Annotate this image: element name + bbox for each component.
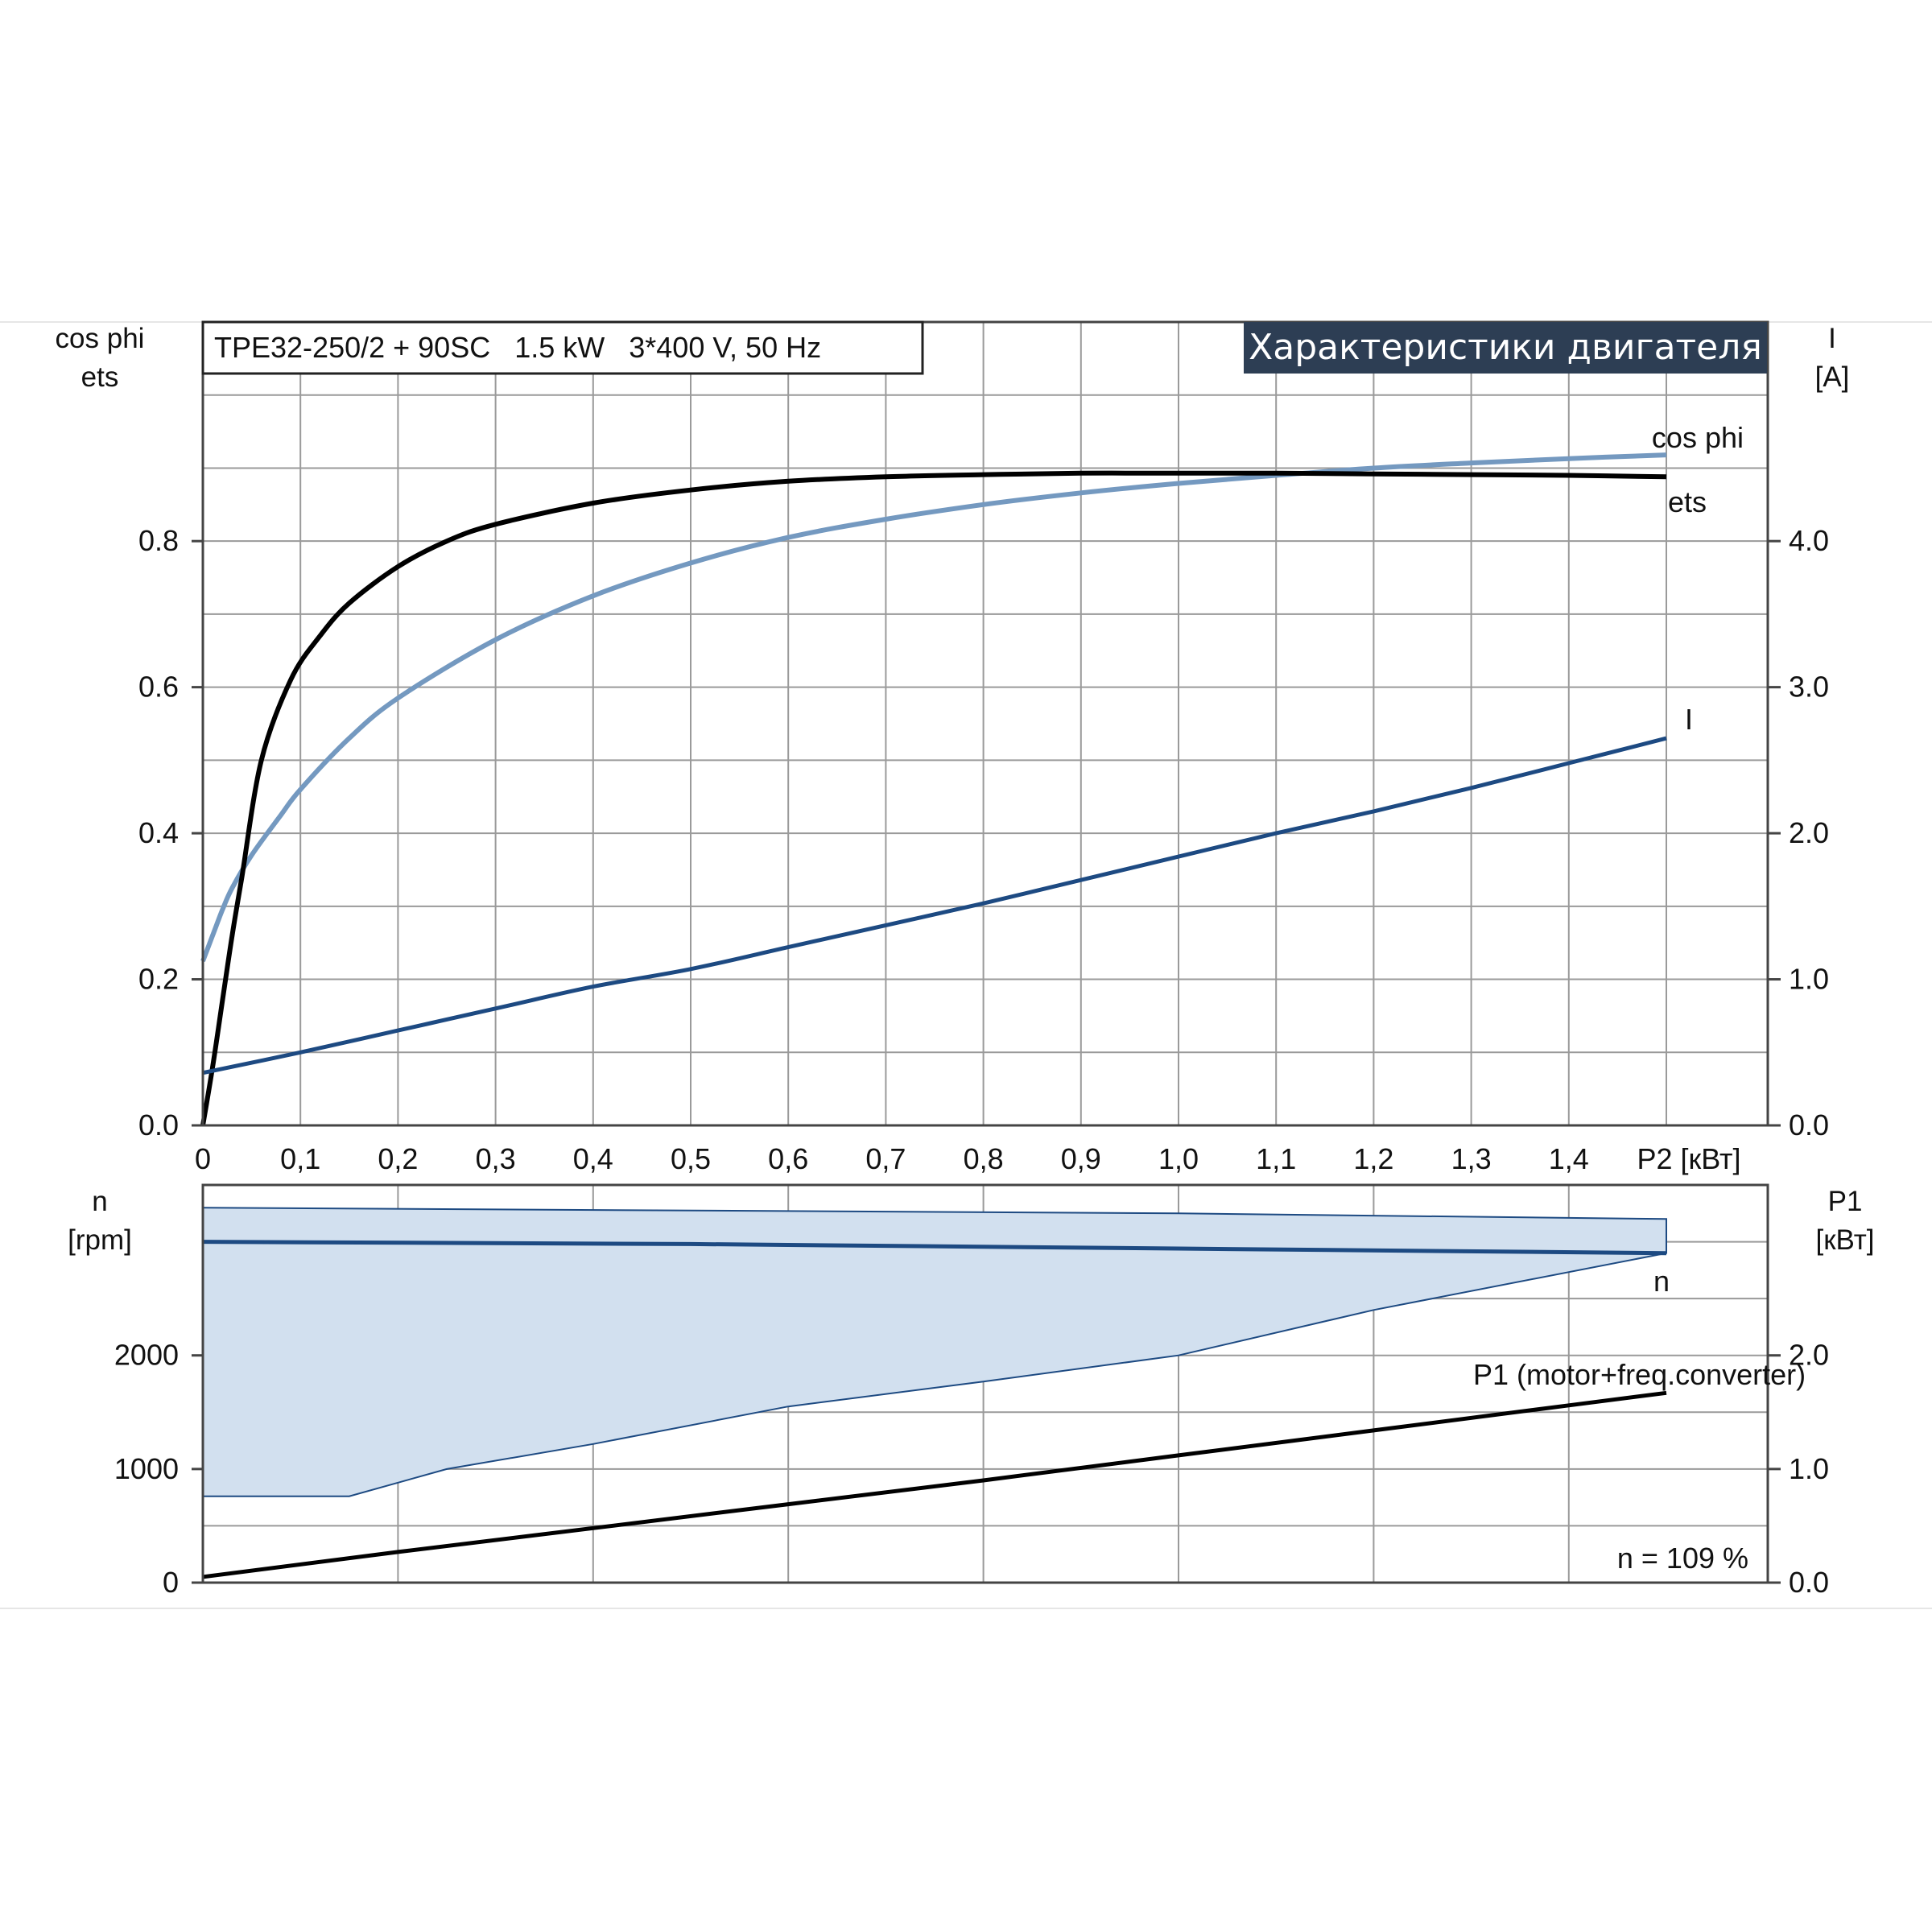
lower-right-tick-label: 1.0 — [1789, 1452, 1829, 1485]
title-box — [1244, 322, 1767, 374]
x-tick-label: 0 — [195, 1142, 211, 1175]
lower-right-axis-ticks: 0.0 1.0 2.0 — [1768, 1339, 1829, 1599]
upper-left-axis-title-1: cos phi — [56, 323, 145, 354]
x-tick-label: 1,1 — [1256, 1142, 1296, 1175]
x-tick-label: 0,2 — [378, 1142, 418, 1175]
x-tick-label: 1,2 — [1353, 1142, 1393, 1175]
current-curve — [202, 736, 1667, 1075]
p1-series-label: P1 (motor+freq.converter) — [1473, 1358, 1806, 1391]
x-tick-label: 0,3 — [476, 1142, 516, 1175]
x-tick-label: 0,9 — [1061, 1142, 1101, 1175]
x-tick-label: 1,4 — [1549, 1142, 1589, 1175]
lower-left-tick-label: 2000 — [114, 1339, 179, 1372]
model-label: TPE32-250/2 + 90SC 1.5 kW 3*400 V, 50 Hz — [214, 331, 821, 364]
lower-left-tick-label: 0 — [163, 1566, 179, 1599]
upper-plot-grid — [203, 321, 1768, 1125]
lower-left-axis-ticks: 0 1000 2000 — [114, 1339, 203, 1599]
upper-left-tick-label: 0.2 — [138, 963, 179, 996]
lower-right-axis-title-2: [кВт] — [1816, 1224, 1875, 1256]
x-tick-label: 0,8 — [964, 1142, 1004, 1175]
upper-right-tick-label: 2.0 — [1789, 816, 1829, 849]
p1-power-curve — [202, 1390, 1667, 1579]
cos-phi-curve — [200, 452, 1667, 962]
lower-left-axis-title-2: [rpm] — [68, 1224, 132, 1256]
upper-left-tick-label: 0.0 — [138, 1108, 179, 1141]
cos-phi-series-label: cos phi — [1652, 421, 1744, 454]
x-tick-label: 1,3 — [1451, 1142, 1492, 1175]
upper-right-axis-ticks: 0.0 1.0 2.0 3.0 4.0 — [1768, 524, 1829, 1141]
upper-right-tick-label: 3.0 — [1789, 671, 1829, 704]
upper-left-tick-label: 0.8 — [138, 524, 179, 557]
upper-left-axis-ticks: 0.0 0.2 0.4 0.6 0.8 — [138, 524, 203, 1141]
x-tick-label: 0,4 — [573, 1142, 613, 1175]
upper-right-axis-title-1: I — [1828, 323, 1836, 354]
efficiency-curve — [200, 470, 1667, 1126]
lower-plot-frame — [201, 1183, 1769, 1584]
upper-right-tick-label: 0.0 — [1789, 1108, 1829, 1141]
lower-right-axis-title-1: P1 — [1828, 1186, 1863, 1217]
lower-right-tick-label: 0.0 — [1789, 1566, 1829, 1599]
speed-series-label: n — [1653, 1265, 1670, 1298]
upper-plot-frame — [201, 320, 1769, 1127]
x-axis-title: P2 [кВт] — [1637, 1142, 1740, 1175]
x-tick-label: 0,7 — [865, 1142, 906, 1175]
upper-right-axis-title-2: [A] — [1815, 361, 1850, 393]
speed-range-band — [202, 1207, 1667, 1497]
lower-left-tick-label: 1000 — [114, 1452, 179, 1485]
speed-percent-annotation: n = 109 % — [1617, 1542, 1748, 1575]
lower-left-axis-title-1: n — [92, 1186, 107, 1217]
x-tick-label: 1,0 — [1158, 1142, 1199, 1175]
x-tick-label: 0,5 — [671, 1142, 711, 1175]
upper-left-tick-label: 0.6 — [138, 671, 179, 704]
upper-left-tick-label: 0.4 — [138, 816, 179, 849]
x-axis-ticks: 0 0,1 0,2 0,3 0,4 0,5 0,6 0,7 0,8 0,9 1,0 1,1 1,2 1,3… — [195, 1142, 1589, 1175]
chart-title: Характеристики двигателя — [1249, 327, 1762, 368]
x-tick-label: 0,6 — [768, 1142, 808, 1175]
current-series-label: I — [1685, 703, 1693, 736]
upper-right-tick-label: 1.0 — [1789, 963, 1829, 996]
speed-curve — [202, 1240, 1667, 1256]
ets-series-label: ets — [1668, 485, 1707, 518]
x-tick-label: 0,1 — [280, 1142, 320, 1175]
upper-left-axis-title-2: ets — [81, 361, 119, 393]
lower-right-tick-label: 2.0 — [1789, 1339, 1829, 1372]
model-label-box — [201, 320, 924, 375]
upper-right-tick-label: 4.0 — [1789, 524, 1829, 557]
